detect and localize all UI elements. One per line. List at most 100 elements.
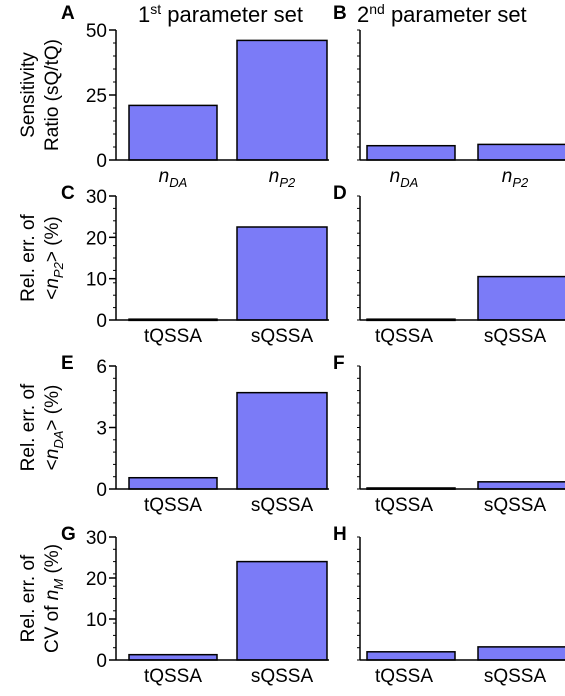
x-tick-label: tQSSA xyxy=(144,666,202,687)
x-tick-label: sQSSA xyxy=(484,666,547,687)
ylabel-subscript: P2 xyxy=(51,261,66,278)
ylabel-suffix: > (%) xyxy=(42,216,63,262)
bar-sQSSA xyxy=(477,646,565,661)
panel-letter: A xyxy=(61,3,75,24)
ylabel-variable: n xyxy=(42,278,63,289)
y-tick-label: 6 xyxy=(96,357,107,378)
column-title-1-suffix: st xyxy=(150,1,161,17)
ylabel-subscript: DA xyxy=(51,431,66,449)
x-tick-label: tQSSA xyxy=(375,326,433,347)
panel-letter: B xyxy=(333,3,347,24)
x-tick-label: tQSSA xyxy=(375,666,433,687)
ylabel-line-2: CV of nM (%) xyxy=(42,544,66,653)
y-tick-label: 20 xyxy=(86,569,107,590)
ylabel-line-1: Rel. err. of xyxy=(18,383,39,471)
y-tick-label: 0 xyxy=(96,311,107,332)
ylabel-line-2: <nP2> (%) xyxy=(42,216,66,300)
row-ylabel-4: Rel. err. of CV of nM (%) xyxy=(18,544,66,653)
x-tick-label: sQSSA xyxy=(251,495,314,516)
x-tick-label: sQSSA xyxy=(251,326,314,347)
bar-n_DA xyxy=(128,104,218,161)
bar-tQSSA xyxy=(128,476,218,490)
x-tick-label-subscript: DA xyxy=(169,175,187,190)
ylabel-prefix: < xyxy=(42,289,63,300)
x-tick-label-main: n xyxy=(390,166,401,187)
row-ylabel-3: Rel. err. of <nDA> (%) xyxy=(18,383,66,471)
x-tick-label-main: n xyxy=(269,166,280,187)
column-title-2: 2nd parameter set xyxy=(357,1,527,27)
y-tick-label: 25 xyxy=(86,86,107,107)
y-tick-label: 3 xyxy=(96,419,107,440)
panel-letter: D xyxy=(333,183,347,204)
x-tick-label: sQSSA xyxy=(484,326,547,347)
bar-n_P2 xyxy=(236,39,328,161)
ylabel-suffix: > (%) xyxy=(42,385,63,431)
bar-n_P2 xyxy=(477,143,565,161)
ylabel-line-2: <nDA> (%) xyxy=(42,385,66,471)
y-axis-labels: Sensitivity Ratio (sQ/tQ)Rel. err. of <nP2… xyxy=(18,39,66,653)
ylabel-prefix: < xyxy=(42,459,63,470)
panel-letter: G xyxy=(61,524,76,545)
x-tick-label: tQSSA xyxy=(144,495,202,516)
x-tick-label: nDA xyxy=(159,166,188,190)
panel-E: E 0 3 6 tQSSA sQSSA xyxy=(61,353,329,516)
ylabel-line-1: Rel. err. of xyxy=(18,554,39,642)
panel-C: C 0 10 20 30 tQSSA sQSSA xyxy=(61,183,329,347)
column-title-1-text: parameter set xyxy=(161,2,303,27)
x-tick-label-main: n xyxy=(159,166,170,187)
y-tick-label: 0 xyxy=(96,480,107,501)
x-tick-label: sQSSA xyxy=(251,666,314,687)
x-tick-label: tQSSA xyxy=(375,495,433,516)
ylabel-subscript: M xyxy=(51,579,66,590)
panel-letter: F xyxy=(333,353,345,374)
ylabel-variable: n xyxy=(42,590,63,601)
column-title-2-text: parameter set xyxy=(385,2,527,27)
column-title-1-number: 1 xyxy=(138,2,150,27)
panel-letter: C xyxy=(61,183,75,204)
x-tick-label-subscript: P2 xyxy=(512,175,529,190)
y-tick-label: 10 xyxy=(86,270,107,291)
x-tick-label: nP2 xyxy=(269,166,296,190)
y-tick-label: 50 xyxy=(86,21,107,42)
ylabel-variable: n xyxy=(42,449,63,460)
column-title-2-suffix: nd xyxy=(369,1,385,17)
ylabel-line-2: Ratio (sQ/tQ) xyxy=(42,39,63,151)
ylabel-line-1: Rel. err. of xyxy=(18,213,39,301)
panel-letter: H xyxy=(333,524,347,545)
x-tick-label: nP2 xyxy=(502,166,529,190)
x-tick-label-subscript: P2 xyxy=(279,175,296,190)
bar-sQSSA xyxy=(477,481,565,490)
column-title-2-number: 2 xyxy=(357,2,369,27)
row-ylabel-2: Rel. err. of <nP2> (%) xyxy=(18,213,66,301)
y-tick-label: 30 xyxy=(86,528,107,549)
ylabel-prefix: CV of xyxy=(42,600,63,653)
bar-sQSSA xyxy=(236,226,328,321)
ylabel-suffix: (%) xyxy=(42,544,63,579)
bar-sQSSA xyxy=(477,275,565,321)
bar-sQSSA xyxy=(236,391,328,490)
panel-G: G 0 10 20 30 tQSSA sQSSA xyxy=(61,524,329,687)
column-title-1: 1st parameter set xyxy=(138,1,303,27)
bar-tQSSA xyxy=(128,653,218,661)
x-tick-label: nDA xyxy=(390,166,419,190)
x-tick-label-subscript: DA xyxy=(400,175,418,190)
y-tick-label: 10 xyxy=(86,610,107,631)
bar-n_DA xyxy=(366,144,456,161)
panel-letter: E xyxy=(61,353,74,374)
bar-tQSSA xyxy=(366,651,456,661)
y-tick-label: 30 xyxy=(86,187,107,208)
y-tick-label: 0 xyxy=(96,151,107,172)
ylabel-line-1: Sensitivity xyxy=(18,52,39,138)
x-tick-label: tQSSA xyxy=(144,326,202,347)
y-tick-label: 0 xyxy=(96,651,107,672)
bar-sQSSA xyxy=(236,560,328,661)
x-tick-label-main: n xyxy=(502,166,513,187)
y-tick-label: 20 xyxy=(86,228,107,249)
x-tick-label: sQSSA xyxy=(484,495,547,516)
